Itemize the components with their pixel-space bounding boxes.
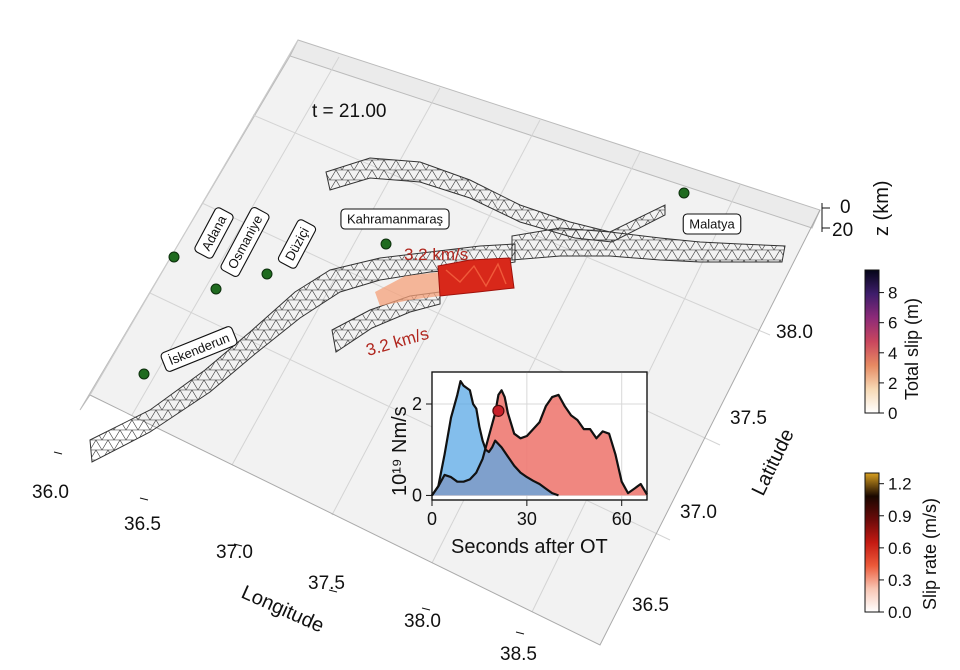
x-tick-label: 36.5 [124, 514, 161, 535]
current-time-marker [492, 404, 505, 417]
colorbar-tick-label: 0.0 [888, 603, 912, 622]
city-label-box [340, 208, 450, 230]
city-marker [261, 268, 273, 280]
z-tick-label: 20 [832, 220, 853, 241]
city-name: Malatya [689, 217, 735, 232]
y-tick-label: 36.5 [632, 595, 669, 616]
slip-rate-colorbar: 1.2 0.9 0.6 0.3 0.0 Slip rate (m/s) [864, 472, 940, 622]
colorbar-tick-label: 0.9 [888, 507, 912, 526]
y-axis-label: Latitude [748, 426, 799, 500]
box-edge-front [89, 209, 821, 646]
inset-plot-area [431, 380, 648, 497]
fault-meshes [89, 157, 786, 463]
z-axis-label: z (km) [871, 180, 893, 236]
x-tick-label: 37.5 [308, 573, 345, 594]
city-marker [678, 187, 690, 199]
inset-frame-outline [431, 371, 648, 501]
city-label: Kahramanmaraş [340, 208, 450, 230]
total-slip-label: Total slip (m) [902, 298, 922, 400]
rupture-texture [445, 262, 507, 288]
x-tick-label: 36.0 [32, 482, 69, 503]
rupture-speed-label-east: 3.2 km/s [404, 245, 468, 264]
fault-segment-east [511, 227, 786, 263]
y-tick-label: 38.0 [776, 322, 813, 343]
inset-x-tick-label: 30 [517, 509, 537, 529]
city-marker [210, 283, 222, 295]
total-slip-ticks: 8 6 4 2 0 [879, 284, 897, 423]
inset-x-label: Seconds after OT [451, 536, 608, 558]
slip-rate-colorbar-bar [864, 472, 880, 613]
inset-x-tick-label: 60 [612, 509, 632, 529]
colorbar-tick-label: 1.2 [888, 475, 912, 494]
y-tick-label: 37.0 [680, 502, 717, 523]
inset-y-label: 10¹⁹ Nm/s [389, 406, 411, 496]
moment-rate-line [431, 389, 648, 497]
city-label: Malatya [682, 213, 742, 235]
right-wall [289, 39, 821, 229]
city-label-box [194, 207, 234, 259]
moment-rate-inset: 0 30 60 0 2 Seconds after OT 10¹⁹ Nm/s [389, 371, 648, 558]
slip-rate-ticks: 1.2 0.9 0.6 0.3 0.0 [879, 475, 912, 622]
city-label-box [682, 213, 742, 235]
city-label-box [277, 219, 317, 269]
colorbar-tick-label: 0.6 [888, 539, 912, 558]
moment-rate-line [431, 380, 559, 497]
city-name: Kahramanmaraş [347, 212, 444, 227]
x-tick-label: 37.0 [216, 542, 253, 563]
inset-y-tick-label: 2 [412, 394, 422, 414]
colorbar-tick-label: 8 [888, 284, 897, 303]
z-tick-label: 0 [840, 197, 851, 218]
inset-x-tick-label: 0 [427, 509, 437, 529]
city-label-box [220, 207, 270, 277]
total-slip-colorbar: 8 6 4 2 0 Total slip (m) [864, 269, 922, 423]
longitude-ticks [53, 451, 525, 635]
rupture-glow [375, 272, 440, 306]
inset-y-tick-label: 0 [412, 485, 422, 505]
colorbar-tick-label: 4 [888, 344, 897, 363]
time-label: t = 21.00 [312, 101, 386, 122]
city-marker [168, 251, 180, 263]
city-marker [380, 238, 392, 250]
slip-rate-label: Slip rate (m/s) [920, 498, 940, 610]
colorbar-tick-label: 0.3 [888, 571, 912, 590]
city-marker [138, 368, 150, 380]
x-tick-label: 38.0 [404, 611, 441, 632]
rupture-patch [437, 257, 515, 297]
moment-rate-area [432, 381, 559, 496]
inset-tick-marks: 0 30 60 0 2 [412, 394, 632, 529]
fault-segment-south-branch [331, 291, 441, 353]
x-tick-label: 38.5 [500, 644, 537, 665]
fault-segment-north [325, 157, 666, 243]
box-edge-back [89, 39, 299, 396]
y-tick-label: 37.5 [730, 408, 767, 429]
colorbar-tick-label: 0 [888, 404, 897, 423]
colorbar-tick-label: 2 [888, 374, 897, 393]
total-slip-colorbar-bar [864, 269, 880, 414]
colorbar-tick-label: 6 [888, 314, 897, 333]
city-label-box [160, 326, 238, 372]
